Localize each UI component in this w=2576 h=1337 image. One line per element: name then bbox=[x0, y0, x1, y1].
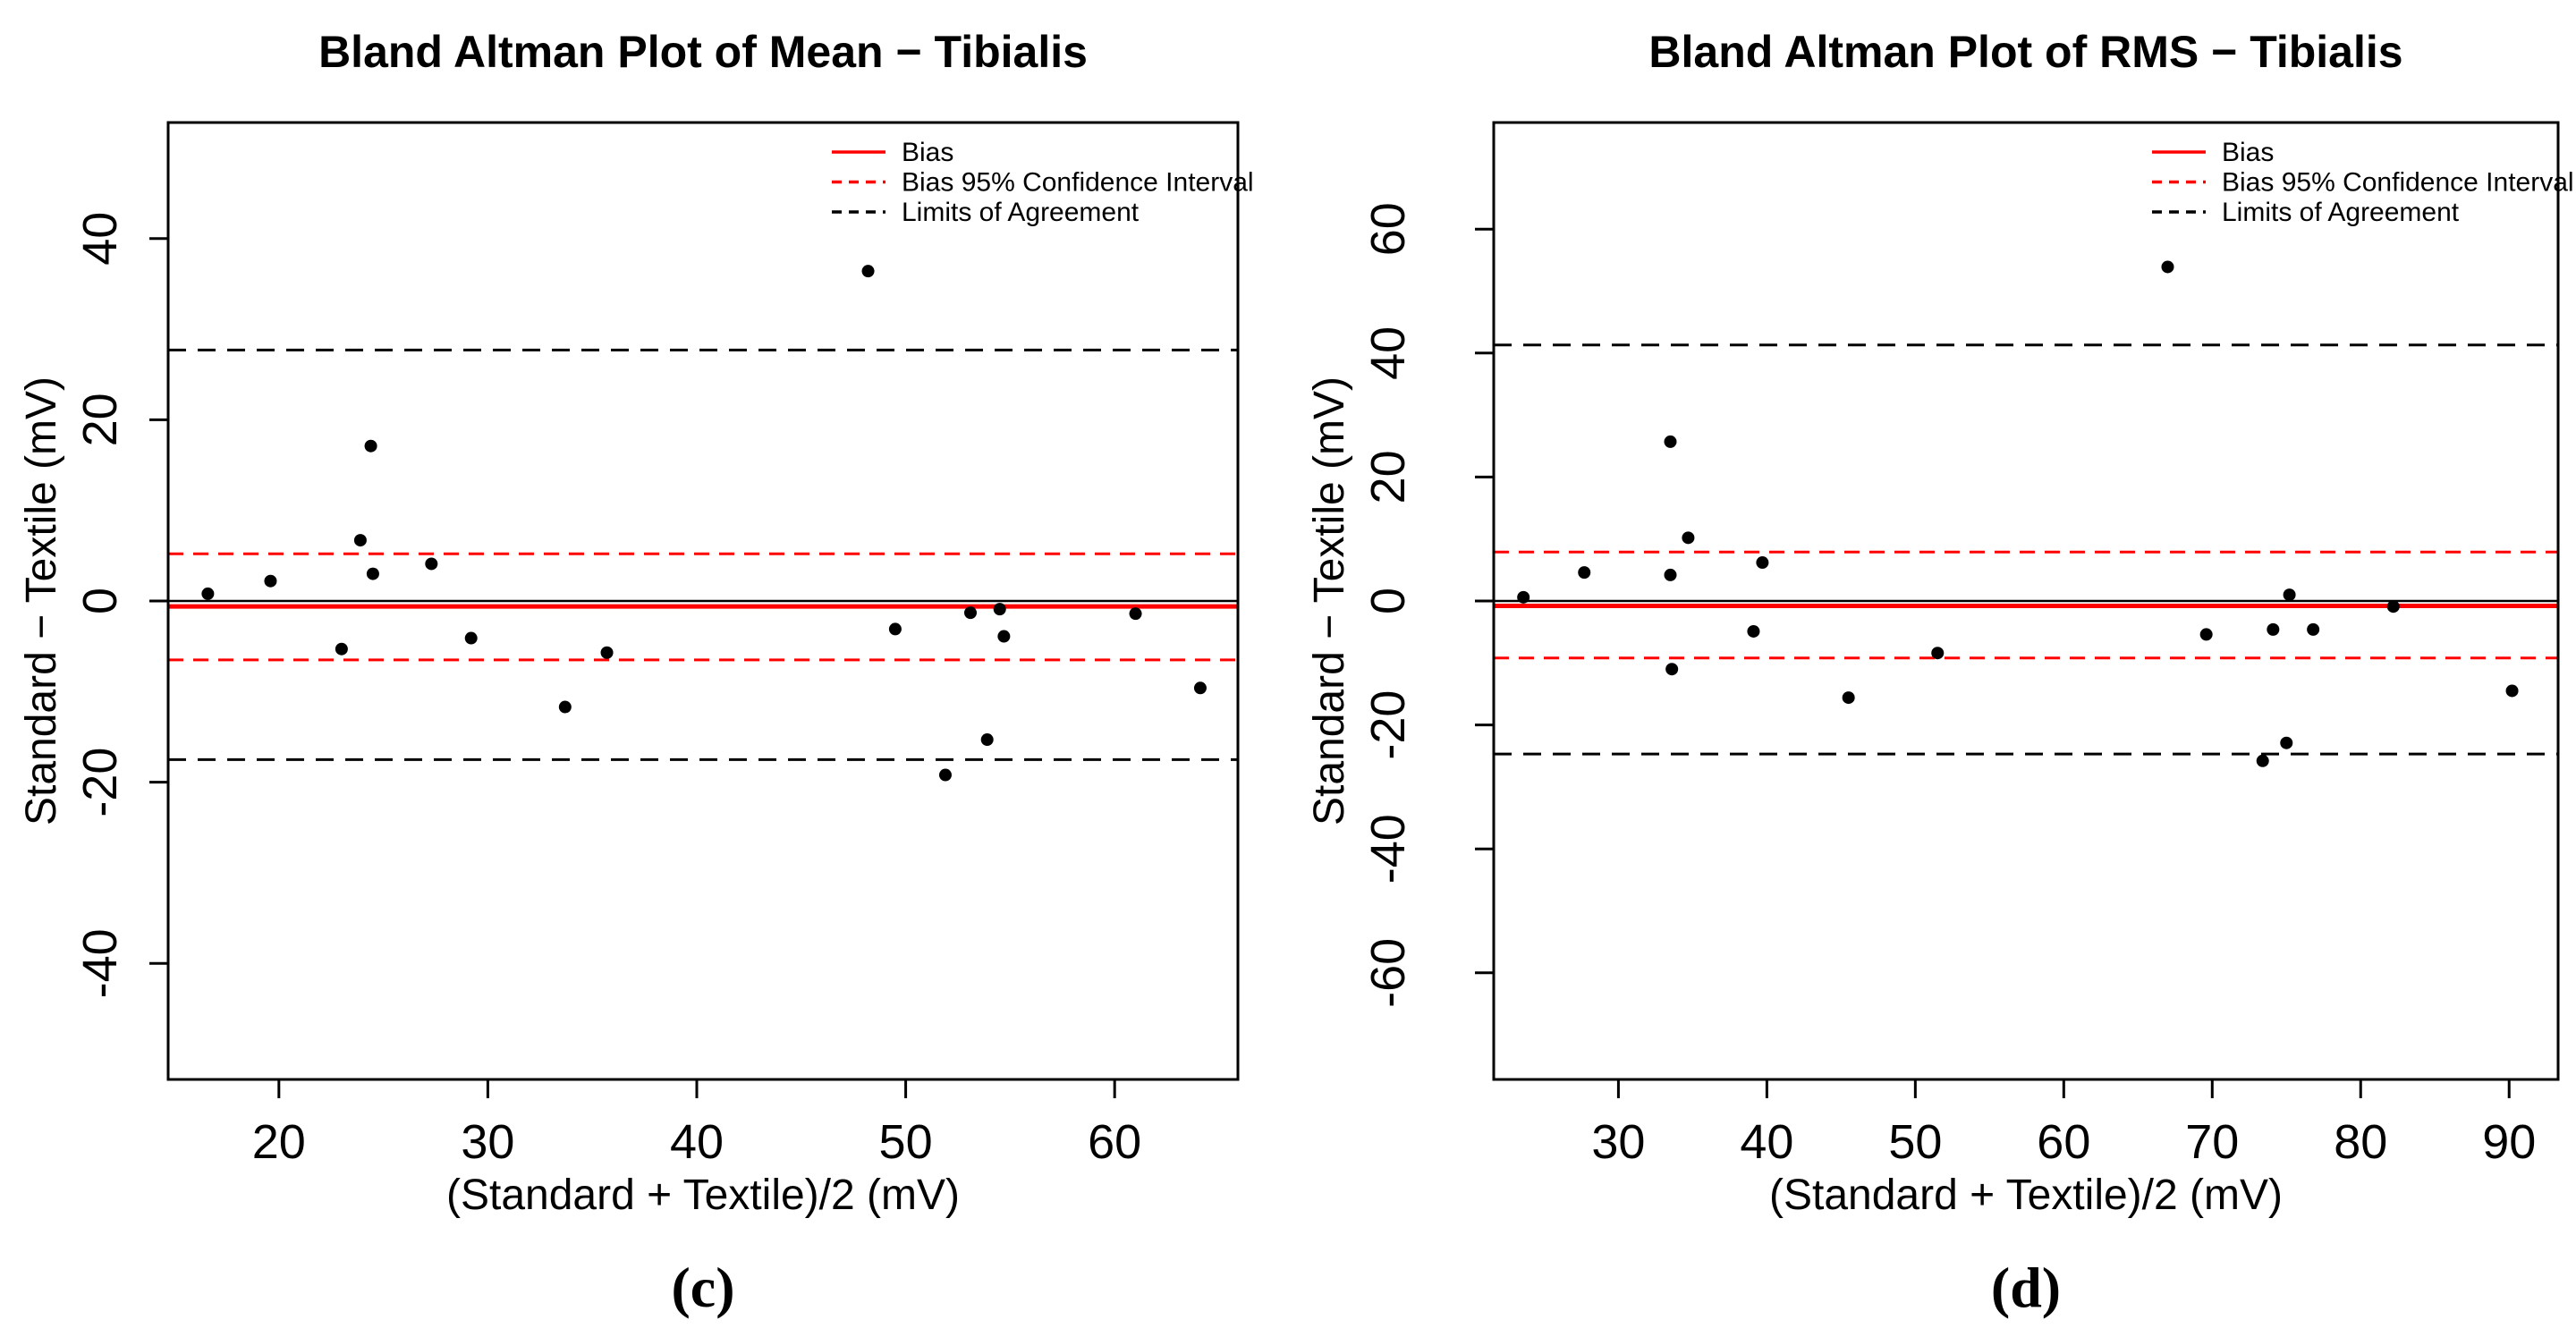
data-point bbox=[938, 768, 952, 782]
data-point bbox=[2505, 684, 2519, 698]
data-point bbox=[464, 631, 478, 645]
data-point bbox=[1578, 566, 1591, 580]
x-tick-label: 30 bbox=[1591, 1115, 1645, 1169]
y-tick-label: -40 bbox=[73, 928, 127, 998]
data-point bbox=[335, 642, 348, 656]
data-point bbox=[1931, 647, 1945, 660]
x-tick-label: 50 bbox=[879, 1115, 933, 1169]
x-tick-label: 60 bbox=[2037, 1115, 2090, 1169]
x-tick-label: 30 bbox=[461, 1115, 514, 1169]
data-point bbox=[1682, 531, 1695, 545]
chart-title: Bland Altman Plot of Mean − Tibialis bbox=[318, 27, 1088, 77]
data-point bbox=[964, 606, 977, 620]
panel-bland-altman-mean: Bland Altman Plot of Mean − Tibialis (Sta… bbox=[18, 27, 1254, 1319]
y-tick-label: -20 bbox=[1361, 690, 1415, 760]
y-tick-label: 60 bbox=[1361, 202, 1415, 256]
data-point bbox=[1664, 568, 1677, 581]
data-point bbox=[264, 574, 277, 588]
legend-label-2: Bias 95% Confidence Interval bbox=[2222, 168, 2574, 198]
plot-box bbox=[166, 121, 1240, 1081]
y-tick-label: 0 bbox=[73, 588, 127, 614]
legend-label-3: Limits of Agreement bbox=[902, 198, 1140, 227]
data-point bbox=[1665, 663, 1679, 676]
panel-bland-altman-rms: Bland Altman Plot of RMS − Tibialis (Stan… bbox=[1288, 0, 2576, 1337]
legend-label-1: Bias bbox=[902, 138, 953, 167]
plot-box bbox=[1492, 121, 2560, 1081]
x-tick-label: 90 bbox=[2482, 1115, 2536, 1169]
x-tick-label: 40 bbox=[1740, 1115, 1793, 1169]
data-point bbox=[2267, 622, 2280, 636]
data-point bbox=[1517, 590, 1530, 604]
data-point bbox=[366, 567, 379, 580]
legend-label-1: Bias bbox=[2222, 138, 2274, 167]
y-tick-label: 40 bbox=[1361, 326, 1415, 380]
y-tick-label: -60 bbox=[1361, 938, 1415, 1008]
data-point bbox=[2161, 260, 2174, 274]
x-axis-label: (Standard + Textile)/2 (mV) bbox=[446, 1172, 960, 1219]
chart-title: Bland Altman Plot of RMS − Tibialis bbox=[1648, 27, 2402, 77]
data-point bbox=[2283, 588, 2296, 602]
y-axis-label: Standard − Textile (mV) bbox=[1306, 377, 1353, 825]
y-tick-label: 40 bbox=[73, 212, 127, 266]
caption-d: (d) bbox=[1990, 1256, 2062, 1319]
data-point bbox=[888, 622, 902, 636]
legend-label-2: Bias 95% Confidence Interval bbox=[902, 168, 1254, 198]
data-point bbox=[1129, 607, 1142, 621]
x-tick-label: 70 bbox=[2185, 1115, 2239, 1169]
ba-plot-mean-svg: Bland Altman Plot of Mean − Tibialis (Sta… bbox=[18, 27, 1254, 1219]
data-point bbox=[201, 587, 215, 600]
y-tick-label: 20 bbox=[1361, 450, 1415, 503]
x-tick-label: 20 bbox=[252, 1115, 306, 1169]
data-points bbox=[1517, 260, 2519, 767]
data-point bbox=[2386, 600, 2400, 613]
x-tick-label: 60 bbox=[1088, 1115, 1141, 1169]
x-axis-label: (Standard + Textile)/2 (mV) bbox=[1769, 1172, 2283, 1219]
y-tick-label: -40 bbox=[1361, 814, 1415, 884]
y-tick-label: 0 bbox=[1361, 588, 1415, 614]
data-point bbox=[861, 265, 875, 278]
legend-label-3: Limits of Agreement bbox=[2222, 198, 2460, 227]
data-point bbox=[364, 439, 377, 453]
x-tick-label: 50 bbox=[1888, 1115, 1942, 1169]
data-point bbox=[997, 630, 1011, 643]
data-point bbox=[1842, 691, 1855, 705]
data-point bbox=[425, 557, 438, 571]
data-point bbox=[1747, 624, 1760, 638]
data-point bbox=[980, 733, 994, 747]
data-point bbox=[2307, 622, 2320, 636]
y-tick-label: -20 bbox=[73, 748, 127, 817]
data-point bbox=[1756, 556, 1769, 570]
ba-plot-rms-svg: Bland Altman Plot of RMS − Tibialis (Stan… bbox=[1306, 27, 2574, 1219]
data-points bbox=[201, 265, 1207, 782]
data-point bbox=[1664, 435, 1677, 448]
caption-c: (c) bbox=[671, 1256, 735, 1319]
y-tick-label: 20 bbox=[73, 393, 127, 446]
data-point bbox=[1193, 681, 1207, 695]
data-point bbox=[353, 534, 367, 547]
x-tick-label: 80 bbox=[2334, 1115, 2387, 1169]
data-point bbox=[993, 603, 1006, 616]
y-axis-label: Standard − Textile (mV) bbox=[18, 377, 65, 825]
data-point bbox=[2199, 628, 2213, 641]
data-point bbox=[600, 646, 614, 659]
x-tick-label: 40 bbox=[670, 1115, 724, 1169]
data-point bbox=[2256, 754, 2269, 767]
data-point bbox=[2280, 736, 2293, 749]
data-point bbox=[558, 700, 572, 714]
